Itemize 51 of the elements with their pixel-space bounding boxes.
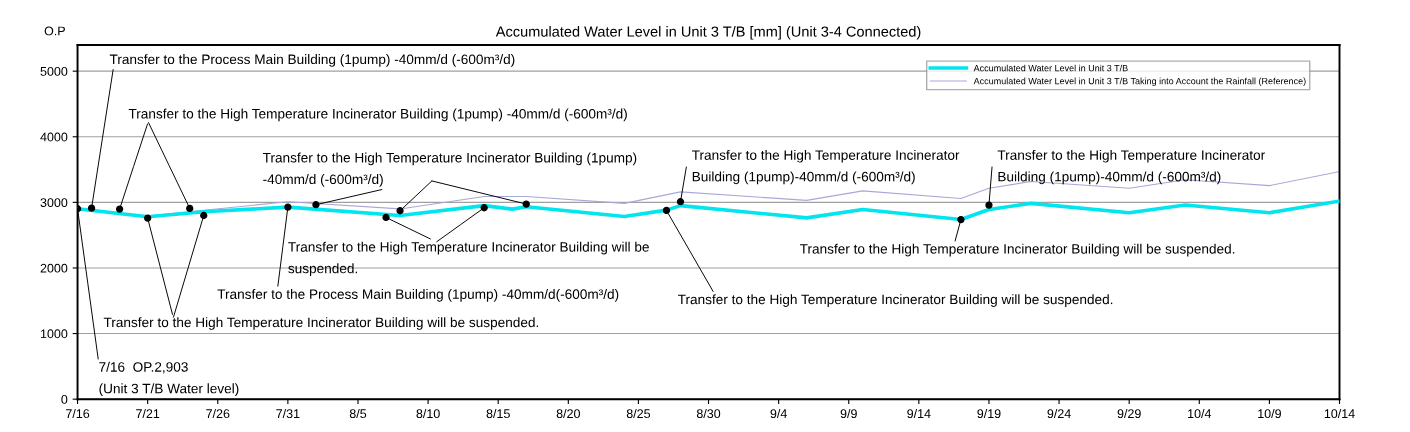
annotation: Transfer to the High Temperature Incinerator Building (1pump) -40mm/d (-600m³/d) [262,152,637,187]
point [87,204,96,212]
annotation: Transfer to the High Temperature Incinerator Building will be suspended. [103,317,539,330]
annotation: 7/16 OP.2,903 (Unit 3 T/B Water level) [99,361,239,397]
annotation: Transfer to the Process Main Building (1pump) -40mm/d (-600m³/d) [109,54,515,67]
legend-label: Accumulated Water Level in Unit 3 T/B [973,64,1128,72]
x-tick-label: 8/20 [556,408,580,419]
annotation: Transfer to the High Temperature Incinerator Building (1pump)-40mm/d (-600m³/d) [997,149,1265,185]
point [186,204,194,213]
x-tick-label: 7/16 [66,408,90,419]
x-tick-label: 7/26 [206,408,230,419]
x-tick-label: 9/19 [977,408,1001,419]
x-tick-label: 7/21 [136,408,160,419]
y-axis-title: O.P [44,26,65,36]
x-tick-label: 9/24 [1047,408,1071,419]
annotation: Transfer to the High Temperature Incinerator Building (1pump) -40mm/d (-600m³/d) [128,108,627,122]
x-tick-label: 10/4 [1188,408,1212,419]
chart-title: Accumulated Water Level in Unit 3 T/B [mm] (Unit 3-4 Connected) [495,26,921,40]
x-tick-label: 7/31 [276,408,300,419]
y-tick-label: 4000 [40,132,68,142]
point [200,211,208,220]
x-tick-label: 9/9 [840,408,857,419]
x-tick-label: 8/15 [486,408,510,419]
annotation: Transfer to the High Temperature Incinerator Building will be suspended. [677,294,1113,307]
y-tick-label: 1000 [40,329,68,339]
x-tick-label: 8/30 [696,408,721,419]
point [676,198,685,206]
y-tick-label: 3000 [40,198,68,208]
x-tick-label: 9/14 [907,408,931,419]
point [480,204,488,212]
annotation: Transfer to the Process Main Building (1pump) -40mm/d(-600m³/d) [217,288,619,302]
x-tick-label: 9/29 [1117,408,1141,419]
point [144,214,152,222]
x-tick-label: 8/10 [416,408,440,419]
x-tick-label: 10/14 [1324,408,1355,419]
y-tick-label: 0 [61,394,68,404]
x-tick-label: 8/25 [626,408,651,419]
annotation: Transfer to the High Temperature Incinerator Building will be suspended. [288,241,649,276]
point [396,207,404,215]
annotation: Transfer to the High Temperature Incinerator Building will be suspended. [799,243,1235,257]
y-tick-label: 2000 [40,263,68,273]
x-tick-label: 10/9 [1258,408,1281,419]
annotation: Transfer to the High Temperature Incinerator Building (1pump)-40mm/d (-600m³/d) [692,149,960,185]
legend-label: Accumulated Water Level in Unit 3 T/B Taking into Account the Rainfall (Reference) [973,77,1306,87]
x-tick-label: 9/4 [770,408,787,419]
x-tick-label: 8/5 [349,408,367,419]
y-tick-label: 5000 [40,66,68,76]
point [522,200,530,208]
point [115,205,124,213]
point [312,201,320,209]
point [957,215,965,224]
